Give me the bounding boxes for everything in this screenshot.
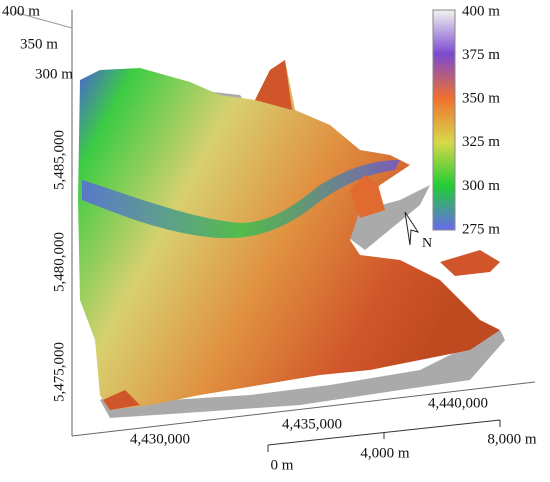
z-axis-label: 300 m: [35, 66, 73, 82]
island: [440, 250, 500, 276]
hill: [350, 175, 385, 218]
colorbar-label: 275 m: [462, 221, 500, 237]
colorbar-label: 400 m: [462, 3, 500, 19]
terrain-surface: [78, 60, 500, 410]
scale-label: 0 m: [271, 457, 294, 473]
z-axis-label: 400 m: [2, 3, 40, 19]
x-axis-label: 4,430,000: [130, 431, 190, 447]
north-label: N: [422, 236, 432, 251]
hill: [103, 390, 140, 410]
hill: [255, 60, 292, 110]
y-axis-label: 5,480,000: [51, 232, 67, 292]
x-axis-line: [71, 381, 536, 437]
colorbar-label: 300 m: [462, 178, 500, 194]
z-axis-label: 350 m: [20, 36, 58, 52]
colorbar-label: 350 m: [462, 91, 500, 107]
terrain-shadow: [345, 185, 430, 250]
y-axis-label: 5,475,000: [51, 342, 67, 402]
scale-label: 4,000 m: [360, 445, 410, 461]
x-axis-label: 4,435,000: [282, 416, 342, 432]
terrain-shadow: [100, 330, 505, 418]
scale-label: 8,000 m: [487, 431, 537, 447]
colorbar-label: 375 m: [462, 47, 500, 63]
y-axis-label: 5,485,000: [51, 130, 67, 190]
colorbar-label: 325 m: [462, 134, 500, 150]
north-arrow: [404, 211, 420, 246]
colorbar-labels: 400 m 375 m 350 m 325 m 300 m 275 m: [462, 3, 500, 237]
river-valley: [82, 160, 400, 239]
z-axis-depth: [13, 11, 73, 29]
colorbar: [432, 9, 456, 231]
x-axis-label: 4,440,000: [428, 395, 488, 411]
